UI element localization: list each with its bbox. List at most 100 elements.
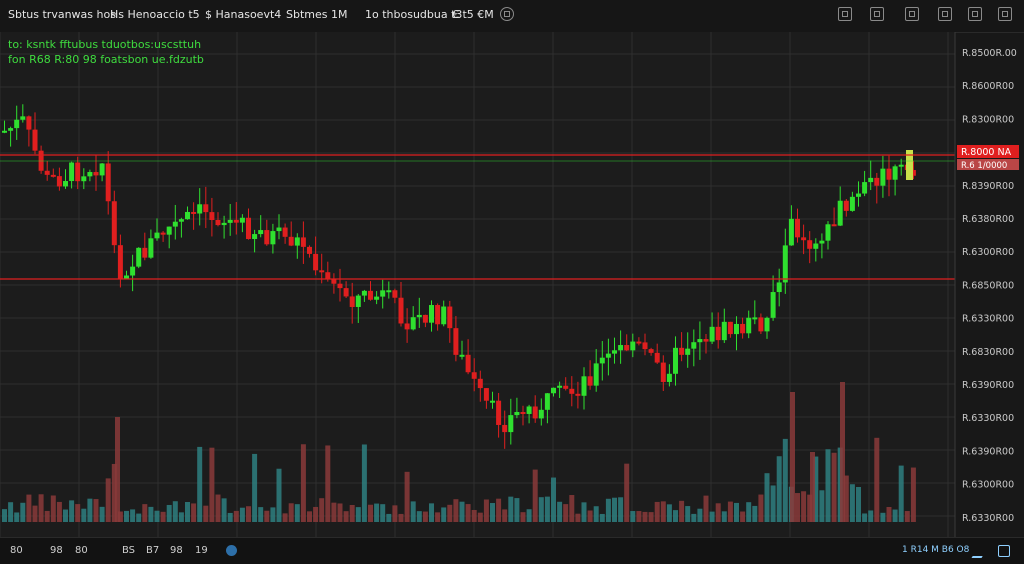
candle-body [795, 218, 800, 238]
settings-small-icon[interactable] [971, 546, 989, 558]
volume-bar [258, 507, 264, 522]
volume-bar [532, 469, 538, 522]
candle-body [630, 341, 636, 351]
candle-body [209, 212, 215, 221]
candle-body [117, 245, 123, 280]
layout-icon[interactable] [870, 7, 884, 21]
volume-bar [87, 498, 93, 522]
candle-body [136, 247, 142, 267]
candle-body [148, 238, 154, 258]
volume-bar [587, 510, 593, 522]
horizontal-lines[interactable] [0, 154, 955, 280]
volume-bar [8, 502, 14, 522]
candle-body [14, 119, 20, 129]
toolbar-timeframe-label[interactable]: Sbtmes 1M [286, 8, 348, 21]
toolbar-currency-label[interactable]: € t5 €M [452, 8, 494, 21]
price-axis-label: R.6300R00 [962, 480, 1014, 491]
candle-body [319, 270, 325, 273]
volume-bar [239, 507, 245, 522]
volume-bar [44, 510, 50, 522]
candle-body [69, 162, 75, 182]
zoom-icon[interactable] [998, 545, 1010, 557]
candle-body [788, 218, 794, 246]
volume-bar [368, 504, 373, 522]
volume-bar [136, 513, 142, 522]
volume-bar [477, 512, 483, 522]
volume-bar [648, 512, 654, 522]
toolbar-symbol-label[interactable]: Sbtus trvanwas hos [8, 8, 116, 21]
status-readout: 1 R14 M B6 O8 [902, 545, 970, 555]
toolbar-indicator-label[interactable]: $ Hanasoevt4 [205, 8, 282, 21]
candle-body [459, 354, 465, 357]
volume-bar [496, 498, 502, 522]
screenshot-icon[interactable] [938, 7, 952, 21]
volume-bar [246, 506, 251, 522]
current-price-sub-tag [957, 159, 1019, 170]
volume-bar [697, 508, 703, 522]
timeframe-6[interactable]: 19 [195, 545, 208, 556]
candle-body [361, 290, 367, 296]
volume-bar [721, 511, 727, 522]
volume-bar-spike [810, 452, 815, 522]
candle-body [343, 288, 349, 297]
volume-bar [483, 499, 489, 522]
volume-bar [307, 511, 312, 522]
volume-bar [294, 504, 300, 522]
current-price-tag [957, 145, 1019, 158]
timeframe-4[interactable]: B7 [146, 545, 160, 556]
candle-body [447, 306, 453, 329]
candle-body [453, 328, 459, 355]
record-icon[interactable] [500, 7, 514, 21]
timeframe-2[interactable]: 80 [75, 545, 88, 556]
timeframe-1[interactable]: 98 [50, 545, 63, 556]
volume-bar [666, 504, 672, 522]
volume-bar-spike [840, 382, 845, 522]
candle-body [618, 345, 624, 351]
price-axis-label: R.6390R00 [962, 446, 1014, 457]
candle-body [429, 305, 434, 323]
timeframe-5[interactable]: 98 [170, 545, 183, 556]
candle-body [191, 211, 197, 214]
volume-bar [880, 512, 886, 522]
candle-body [502, 424, 508, 433]
price-chart[interactable]: R.8500R.00R.8600R00R.8300R00R.8800R00R.8… [0, 32, 1024, 537]
volume-bar [575, 513, 581, 522]
candle-body [856, 193, 861, 197]
globe-icon[interactable] [226, 545, 237, 556]
candle-body [862, 182, 868, 194]
timeframe-0[interactable]: 80 [10, 545, 23, 556]
grid-icon[interactable] [838, 7, 852, 21]
menu-icon[interactable] [998, 7, 1012, 21]
candle-body [483, 388, 489, 401]
volume-bar [886, 507, 892, 522]
toolbar-compare-label[interactable]: 1o thbosudbua t3 [365, 8, 463, 21]
volume-bar [770, 485, 776, 522]
volume-bar [50, 495, 56, 522]
candle-body [2, 130, 7, 133]
toolbar-interval-label[interactable]: Hs Henoaccio t5 [110, 8, 200, 21]
candle-body [910, 170, 916, 176]
volume-bar [563, 504, 569, 522]
fullscreen-icon[interactable] [968, 7, 982, 21]
volume-bar [807, 494, 813, 522]
price-axis-label: R.8600R00 [962, 81, 1014, 92]
volume-bar [264, 510, 270, 522]
candle-body [349, 296, 355, 307]
volume-bar [447, 504, 453, 522]
volume-bar [93, 499, 99, 522]
candle-body [233, 219, 239, 223]
candle-body [337, 283, 343, 289]
price-axis-label: R.6330R00 [962, 513, 1014, 524]
volume-bar [490, 503, 495, 522]
candle-body [282, 227, 288, 237]
price-axis[interactable]: R.8500R.00R.8600R00R.8300R00R.8800R00R.8… [957, 48, 1019, 524]
candle-body [111, 201, 117, 246]
timeframe-3[interactable]: BS [122, 545, 136, 556]
candle-body [404, 323, 410, 330]
candle-body [166, 226, 172, 235]
candle-body [801, 237, 807, 241]
candlestick-chart-svg[interactable]: R.8500R.00R.8600R00R.8300R00R.8800R00R.8… [0, 32, 1024, 537]
volume-bar [758, 494, 764, 522]
candle-body [380, 290, 386, 297]
settings-icon[interactable] [905, 7, 919, 21]
